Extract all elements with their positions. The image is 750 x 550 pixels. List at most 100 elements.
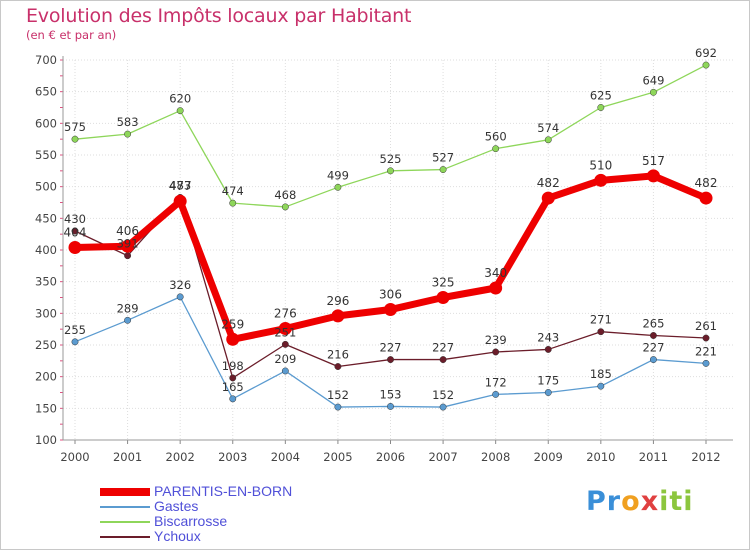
y-tick-label: 600 bbox=[35, 116, 57, 130]
data-label-parentis-en-born: 510 bbox=[589, 158, 612, 172]
data-label-gastes: 209 bbox=[274, 352, 296, 366]
x-tick-label: 2011 bbox=[639, 450, 668, 464]
data-label-biscarrosse: 525 bbox=[380, 152, 402, 166]
data-point-biscarrosse bbox=[387, 167, 394, 175]
data-point-ychoux bbox=[387, 356, 394, 364]
logo-letter: o bbox=[621, 486, 641, 517]
y-tick-label: 450 bbox=[35, 211, 57, 225]
data-label-biscarrosse: 468 bbox=[274, 188, 296, 202]
data-point-ychoux bbox=[439, 356, 447, 364]
y-tick-label: 150 bbox=[35, 401, 57, 415]
axes bbox=[60, 56, 733, 444]
logo-letter: x bbox=[640, 486, 660, 517]
data-point-ychoux bbox=[334, 363, 342, 370]
x-tick-label: 2000 bbox=[60, 450, 89, 464]
y-tick-label: 250 bbox=[35, 338, 57, 352]
data-point-gastes bbox=[176, 293, 184, 301]
logo-letter: P bbox=[586, 486, 607, 517]
x-tick-label: 2001 bbox=[113, 450, 142, 464]
data-point-gastes bbox=[334, 403, 342, 411]
data-point-ychoux bbox=[649, 332, 657, 339]
data-point-biscarrosse bbox=[649, 88, 657, 96]
data-point-parentis-en-born bbox=[278, 322, 292, 336]
data-label-biscarrosse: 474 bbox=[222, 184, 244, 198]
data-point-parentis-en-born bbox=[121, 239, 135, 253]
data-point-biscarrosse bbox=[124, 130, 132, 138]
data-point-gastes bbox=[281, 367, 289, 375]
legend-swatch-ychoux bbox=[100, 536, 150, 538]
data-label-ychoux: 227 bbox=[380, 341, 402, 355]
data-point-gastes bbox=[492, 390, 500, 398]
data-point-gastes bbox=[544, 389, 552, 396]
data-label-ychoux: 251 bbox=[274, 325, 296, 339]
x-tick-label: 2007 bbox=[428, 450, 457, 464]
data-label-parentis-en-born: 406 bbox=[116, 224, 139, 238]
data-label-ychoux: 391 bbox=[117, 237, 139, 251]
x-tick-label: 2008 bbox=[481, 450, 510, 464]
y-tick-label: 200 bbox=[35, 370, 57, 384]
data-label-ychoux: 198 bbox=[222, 359, 244, 373]
logo-letter: t bbox=[669, 486, 684, 517]
series-layer bbox=[68, 61, 713, 411]
data-label-gastes: 255 bbox=[64, 323, 86, 337]
data-label-ychoux: 239 bbox=[485, 333, 507, 347]
chart-subtitle: (en € et par an) bbox=[26, 28, 117, 42]
data-label-gastes: 175 bbox=[537, 374, 559, 388]
data-point-parentis-en-born bbox=[594, 173, 608, 187]
data-point-ychoux bbox=[229, 374, 237, 382]
data-label-biscarrosse: 620 bbox=[169, 92, 191, 106]
data-point-biscarrosse bbox=[597, 104, 605, 111]
data-labels-layer: 430 391 483 198 251 216 227 227 239 243 271 265 261 2… bbox=[64, 46, 718, 402]
data-point-parentis-en-born bbox=[331, 309, 345, 323]
y-tick-label: 550 bbox=[35, 148, 57, 162]
y-tick-label: 350 bbox=[35, 275, 57, 289]
data-label-gastes: 172 bbox=[485, 375, 507, 389]
data-point-gastes bbox=[71, 338, 79, 346]
data-label-parentis-en-born: 482 bbox=[695, 176, 718, 190]
data-label-biscarrosse: 649 bbox=[642, 73, 664, 87]
data-label-biscarrosse: 527 bbox=[432, 151, 454, 165]
data-label-parentis-en-born: 340 bbox=[484, 266, 507, 280]
data-point-ychoux bbox=[597, 328, 605, 336]
data-label-parentis-en-born: 404 bbox=[64, 225, 87, 239]
logo-letter: i bbox=[659, 486, 670, 517]
chart-title: Evolution des Impôts locaux par Habitant bbox=[26, 5, 412, 27]
data-label-ychoux: 243 bbox=[537, 330, 559, 344]
data-point-gastes bbox=[649, 356, 657, 364]
data-point-biscarrosse bbox=[281, 203, 289, 211]
data-label-ychoux: 261 bbox=[695, 319, 717, 333]
data-point-biscarrosse bbox=[71, 135, 79, 143]
data-point-parentis-en-born bbox=[384, 303, 397, 317]
x-tick-label: 2006 bbox=[376, 450, 405, 464]
y-tick-label: 700 bbox=[35, 53, 57, 67]
data-label-gastes: 152 bbox=[327, 388, 349, 402]
data-point-biscarrosse bbox=[176, 107, 184, 115]
data-label-ychoux: 216 bbox=[327, 348, 349, 362]
data-point-ychoux bbox=[71, 227, 79, 235]
x-tick-label: 2010 bbox=[586, 450, 615, 464]
legend-label-gastes: Gastes bbox=[154, 498, 199, 514]
data-label-gastes: 185 bbox=[590, 367, 612, 381]
data-label-ychoux: 227 bbox=[432, 341, 454, 355]
x-tick-label: 2012 bbox=[691, 450, 720, 464]
data-label-biscarrosse: 692 bbox=[695, 46, 717, 60]
data-point-parentis-en-born bbox=[226, 332, 240, 346]
data-point-parentis-en-born bbox=[699, 191, 713, 205]
data-point-parentis-en-born bbox=[541, 191, 555, 205]
data-label-ychoux: 430 bbox=[64, 212, 86, 226]
data-label-gastes: 152 bbox=[432, 388, 454, 402]
data-label-parentis-en-born: 477 bbox=[169, 179, 192, 193]
data-point-ychoux bbox=[702, 334, 710, 342]
data-label-parentis-en-born: 296 bbox=[326, 294, 349, 308]
x-tick-label: 2005 bbox=[323, 450, 352, 464]
data-point-gastes bbox=[124, 316, 132, 324]
data-label-parentis-en-born: 306 bbox=[379, 288, 402, 302]
data-point-biscarrosse bbox=[702, 61, 710, 69]
data-point-biscarrosse bbox=[544, 136, 552, 144]
legend-swatch-biscarrosse bbox=[100, 521, 150, 523]
y-tick-label: 300 bbox=[35, 306, 57, 320]
data-label-ychoux: 483 bbox=[169, 178, 191, 192]
data-label-gastes: 165 bbox=[222, 380, 244, 394]
